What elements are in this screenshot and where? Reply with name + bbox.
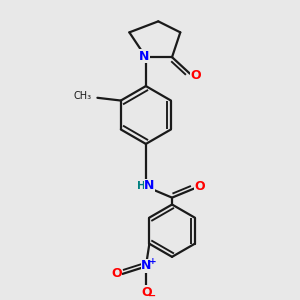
Text: O: O bbox=[191, 69, 201, 82]
Text: N: N bbox=[141, 260, 152, 272]
Text: N: N bbox=[139, 50, 150, 63]
Text: O: O bbox=[141, 286, 152, 298]
Text: −: − bbox=[148, 290, 157, 300]
Text: H: H bbox=[136, 181, 145, 190]
Text: N: N bbox=[144, 179, 154, 192]
Text: O: O bbox=[195, 180, 206, 194]
Text: +: + bbox=[149, 257, 157, 266]
Text: CH₃: CH₃ bbox=[73, 92, 92, 101]
Text: O: O bbox=[111, 267, 122, 280]
